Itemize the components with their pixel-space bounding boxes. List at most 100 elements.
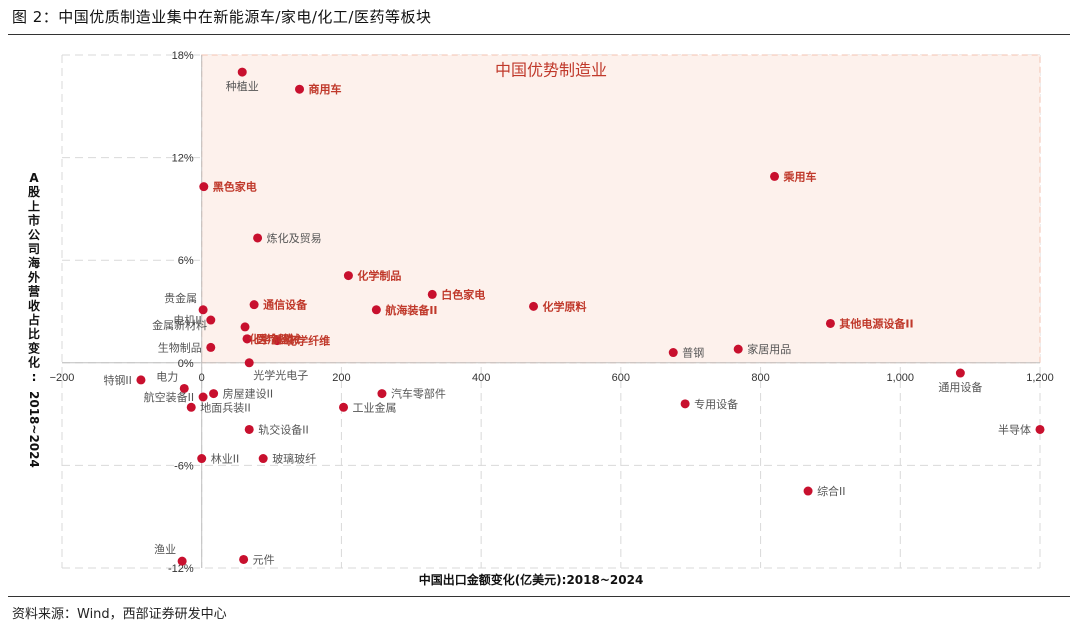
point-layer <box>136 67 1045 566</box>
data-point <box>136 375 146 385</box>
data-point <box>244 424 254 434</box>
x-axis-title: 中国出口金额变化(亿美元):2018~2024 <box>419 572 644 587</box>
data-point <box>377 389 387 399</box>
data-point <box>239 554 249 564</box>
figure-title: 图 2：中国优质制造业集中在新能源车/家电/化工/医药等板块 <box>12 8 432 26</box>
data-label: 电力 <box>156 370 178 383</box>
data-point <box>179 383 189 393</box>
x-tick-label: 600 <box>612 372 630 384</box>
data-label: 轨交设备II <box>258 422 309 436</box>
x-tick-label: 400 <box>472 372 490 384</box>
top-rule <box>8 34 1070 35</box>
data-point <box>668 348 678 358</box>
data-label: 电机II <box>173 313 202 327</box>
y-axis-title-char: 收 <box>28 298 40 313</box>
data-point <box>198 392 208 402</box>
data-label: 渔业 <box>154 543 176 556</box>
data-point <box>825 318 835 328</box>
y-axis-title-char: 外 <box>28 269 40 284</box>
data-label: 光学光电子 <box>253 368 308 382</box>
highlight-region <box>201 54 1041 364</box>
data-point <box>240 322 250 332</box>
data-label: 商用车 <box>309 82 342 96</box>
data-label: 玻璃玻纤 <box>272 452 316 466</box>
y-axis-title-char: 占 <box>28 312 40 327</box>
data-label: 专用设备 <box>694 397 738 411</box>
y-axis-title-char: A <box>29 171 39 185</box>
data-label: 黑色家电 <box>213 180 257 194</box>
data-point <box>258 454 268 464</box>
data-label: 金属新材料 <box>152 318 207 332</box>
x-tick-label: 1,000 <box>887 372 915 384</box>
data-point <box>343 271 353 281</box>
x-tick-label: 0 <box>199 372 205 384</box>
y-axis-title-char: : <box>32 370 37 384</box>
data-label: 炼化及贸易 <box>267 231 322 245</box>
data-label: 房屋建设II <box>223 387 274 401</box>
y-axis-title-char: 上 <box>28 198 40 213</box>
tick-label-layer: −200 0 200 400 600 800 1,000 1,200 -12% -6% 0% 6% 12… <box>50 50 1054 575</box>
data-label: 家居用品 <box>747 342 791 356</box>
data-label: 综合II <box>817 484 846 498</box>
y-tick-label: 6% <box>178 255 194 267</box>
data-point <box>206 342 216 352</box>
data-label: 贵金属 <box>164 291 197 305</box>
y-axis-title-char: 司 <box>28 242 40 256</box>
y-axis-title-char: 营 <box>28 284 40 299</box>
y-axis-title-char: 变 <box>28 340 40 355</box>
bottom-rule <box>8 596 1070 597</box>
data-label: 其他电源设备II <box>839 316 913 330</box>
y-tick-label: 18% <box>172 50 194 62</box>
data-label: 地面兵装II <box>200 401 251 414</box>
data-point <box>199 182 209 192</box>
data-point <box>197 454 207 464</box>
data-point <box>680 399 690 409</box>
data-point <box>733 344 743 354</box>
data-point <box>1035 424 1045 434</box>
data-point <box>209 389 219 399</box>
y-axis-title-char: 海 <box>28 255 40 270</box>
data-label: 白色家电 <box>441 287 485 301</box>
data-point <box>242 334 252 344</box>
data-point <box>770 171 780 181</box>
data-point <box>955 368 965 378</box>
data-label: 汽车零部件 <box>391 387 446 401</box>
data-label: 航空装备II <box>144 390 195 404</box>
highlight-region-label: 中国优势制造业 <box>495 61 607 80</box>
highlight-region-layer <box>201 54 1041 364</box>
data-point <box>186 402 196 412</box>
data-point <box>253 233 263 243</box>
data-label: 化学原料 <box>543 299 587 313</box>
data-point <box>371 305 381 315</box>
x-tick-label: 800 <box>751 372 769 384</box>
y-tick-label: 0% <box>178 358 194 370</box>
y-axis-title-char: 股 <box>28 184 41 199</box>
data-point <box>244 358 254 368</box>
source-note: 资料来源：Wind，西部证券研发中心 <box>12 607 227 622</box>
scatter-chart: −200 0 200 400 600 800 1,000 1,200 -12% -6% 0% 6% 12… <box>27 50 1054 587</box>
data-label: 化学纤维 <box>286 334 330 348</box>
data-point <box>206 315 216 325</box>
data-label: 特钢II <box>103 373 132 387</box>
data-point <box>177 556 187 566</box>
y-axis-title-char: 公 <box>28 228 40 242</box>
data-point <box>295 84 305 94</box>
y-tick-label: 12% <box>172 153 194 165</box>
data-label: 化学制品 <box>357 269 401 283</box>
y-tick-label: -12% <box>168 563 194 575</box>
y-axis-title-char: 市 <box>28 213 40 228</box>
data-point <box>249 300 259 310</box>
x-tick-label: 1,200 <box>1026 372 1054 384</box>
y-axis-title-years: 2018~2024 <box>27 391 41 468</box>
data-label: 医疗器械 <box>256 332 300 346</box>
data-label: 林业II <box>211 452 240 466</box>
data-point <box>529 301 539 311</box>
data-point <box>272 336 282 346</box>
x-tick-label: −200 <box>50 372 75 384</box>
data-point <box>339 402 349 412</box>
y-axis-title-char: 比 <box>28 326 40 341</box>
data-label: 航海装备II <box>385 303 437 317</box>
data-point <box>198 305 208 315</box>
